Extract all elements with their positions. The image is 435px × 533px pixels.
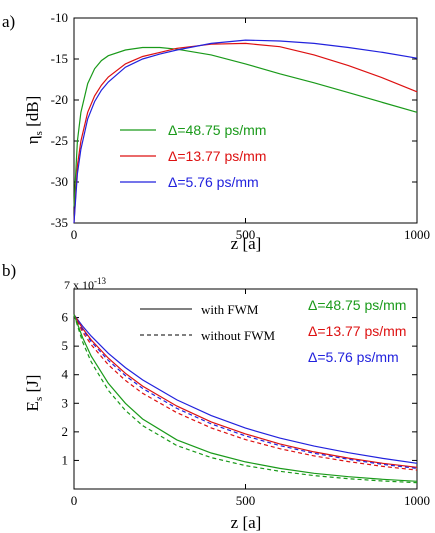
panel-a-ytick-label: -35 (51, 215, 68, 230)
series-line (73, 314, 418, 484)
panel-b-ylabel-unit: [J] (23, 375, 42, 397)
panel-b-scale-exp: -13 (94, 276, 106, 286)
panel-b-ytick-label: 3 (62, 395, 69, 410)
series-line (73, 314, 418, 471)
legend-label: Δ=5.76 ps/mm (308, 349, 399, 365)
series-line (73, 314, 418, 469)
series-line (73, 46, 418, 207)
panel-a-ticks: 0 500 1000 -35 -30 -25 -20 -15 -10 (51, 10, 430, 242)
panel-a-legend: Δ=48.75 ps/mm Δ=13.77 ps/mm Δ=5.76 ps/mm (120, 122, 266, 190)
panel-b-ytick-label: 2 (62, 424, 69, 439)
panel-a-ytick-label: -25 (51, 133, 68, 148)
panel-b-label: b) (2, 261, 16, 280)
panel-b-ytick-label: 5 (62, 338, 69, 353)
legend-label: without FWM (201, 328, 275, 343)
panel-a-xtick-label: 0 (71, 227, 78, 242)
panel-b-scale-label: 7 x 10-13 (64, 276, 106, 292)
panel-b-xtick-label: 0 (71, 493, 78, 508)
panel-b-xlabel: z [a] (231, 513, 262, 532)
panel-b-ytick-label: 4 (62, 367, 69, 382)
legend-label: Δ=48.75 ps/mm (168, 122, 266, 138)
panel-b-series (73, 314, 418, 484)
panel-a-ytick-label: -10 (51, 10, 68, 25)
panel-b-ylabel-symbol: E (23, 401, 42, 411)
legend-label: with FWM (201, 302, 259, 317)
panel-b-ticks: 0 500 1000 1 2 3 4 5 6 (62, 289, 430, 508)
series-line (73, 42, 418, 224)
legend-label: Δ=13.77 ps/mm (168, 148, 266, 164)
series-line (73, 314, 418, 482)
panel-a-ylabel-symbol: η (23, 135, 42, 144)
panel-b-xtick-label: 1000 (404, 493, 430, 508)
panel-b-ylabel: Es [J] (23, 375, 45, 412)
legend-label: Δ=13.77 ps/mm (308, 323, 406, 339)
panel-b-scale-base: 7 x 10 (64, 278, 94, 292)
panel-a-ylabel-sub: s (33, 131, 45, 135)
panel-b-ytick-label: 6 (62, 310, 69, 325)
panel-a-ytick-label: -15 (51, 51, 68, 66)
panel-a-plot-frame (73, 17, 418, 224)
panel-b-plot-frame (73, 288, 418, 490)
panel-a-xlabel: z [a] (231, 234, 262, 253)
panel-a-label: a) (2, 12, 15, 31)
panel-b-ytick-label: 1 (62, 452, 69, 467)
panel-b-ylabel-sub: s (33, 397, 45, 401)
panel-a-ytick-label: -20 (51, 92, 68, 107)
panel-a-series (73, 39, 418, 224)
panel-a-xtick-label: 1000 (404, 227, 430, 242)
panel-a-ylabel-unit: [dB] (23, 96, 42, 131)
series-line (73, 314, 418, 468)
panel-a-xtick-label: 500 (236, 227, 256, 242)
panel-a: a) 0 500 1000 -35 -30 -25 -20 -15 -10 Δ=48.75 ps… (2, 10, 430, 253)
series-line (73, 314, 418, 464)
series-line (73, 39, 418, 224)
panel-b-legend: with FWM without FWM Δ=48.75 ps/mm Δ=13.77 … (140, 297, 406, 365)
legend-label: Δ=48.75 ps/mm (308, 297, 406, 313)
panel-b-xtick-label: 500 (236, 493, 256, 508)
legend-label: Δ=5.76 ps/mm (168, 174, 259, 190)
panel-a-ylabel: ηs [dB] (23, 96, 45, 145)
panel-a-ytick-label: -30 (51, 174, 68, 189)
